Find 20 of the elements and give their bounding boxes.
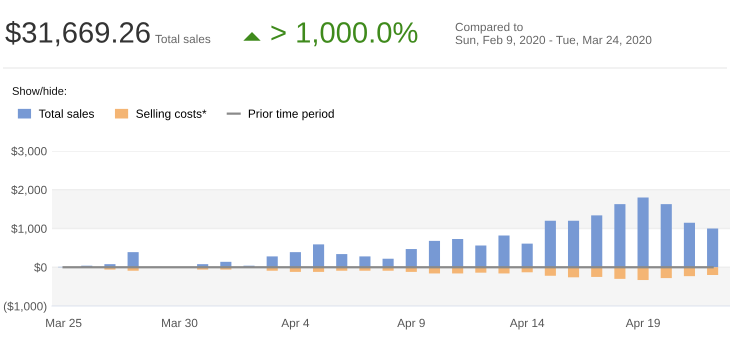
x-tick-label: Apr 9: [397, 318, 425, 330]
legend-label: Selling costs*: [136, 109, 206, 120]
x-tick-label: Apr 4: [281, 318, 310, 330]
chart-subtitle: Total sales: [155, 34, 210, 44]
text: > 1,000.0%: [271, 22, 418, 46]
y-tick-label: $0: [34, 262, 47, 272]
x-tick-label: Apr 14: [510, 318, 544, 330]
text: Compared to: [456, 22, 523, 34]
legend-label: Total sales: [38, 109, 94, 118]
text: Show/hide:: [12, 86, 66, 95]
y-tick-label: ($1,000): [4, 302, 46, 313]
chart-title: $31,669.26: [5, 20, 150, 46]
x-tick-label: Mar 25: [46, 318, 82, 328]
text: Sun, Feb 9, 2020 - Tue, Mar 24, 2020: [456, 36, 652, 46]
x-tick-label: Mar 30: [162, 318, 198, 328]
y-tick-label: $1,000: [11, 224, 47, 234]
x-tick-label: Apr 19: [626, 318, 660, 330]
legend-label: Prior time period: [248, 109, 334, 120]
y-tick-label: $3,000: [11, 146, 47, 157]
y-tick-label: $2,000: [11, 185, 47, 196]
